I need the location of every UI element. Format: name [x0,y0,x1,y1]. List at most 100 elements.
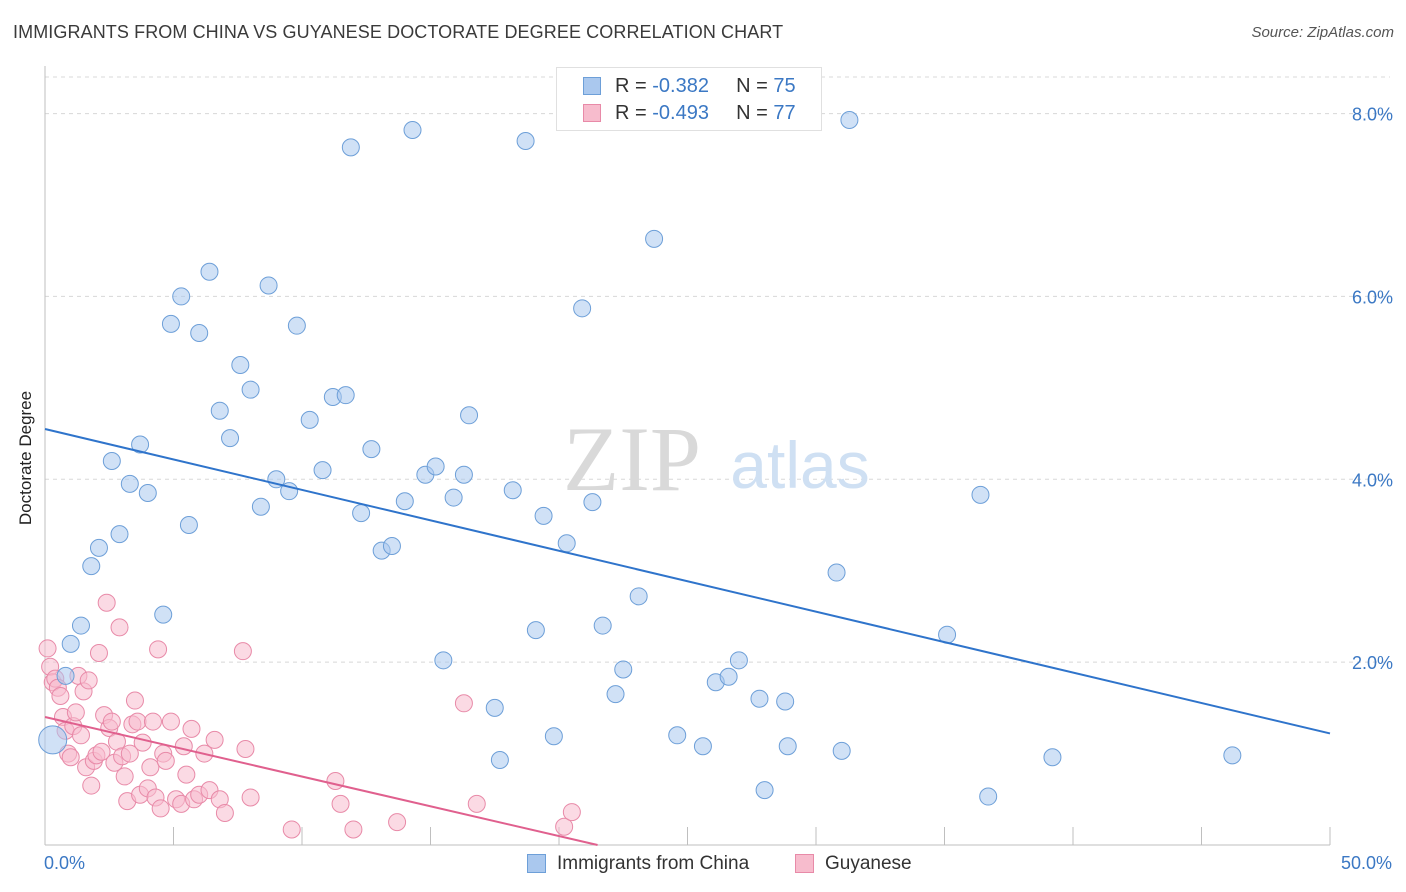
n-value: 75 [773,75,796,97]
guyanese-point [82,776,101,795]
china-point [82,557,101,576]
guyanese-point [61,748,80,767]
china-swatch [583,77,601,95]
china-point [300,410,319,429]
legend-row-china: R = -0.382 N = 75 [557,73,821,101]
china-point [454,465,473,484]
x-axis-min-label: 0.0% [44,853,86,873]
china-point [138,484,157,502]
china-point [832,741,851,760]
r-label: R = [615,102,653,124]
watermark-zip: ZIP [563,408,701,510]
china-point [729,651,748,670]
china-point [668,726,687,745]
guyanese-point [182,719,201,738]
china-point [979,787,998,806]
x-axis-max-label: 50.0% [1340,853,1392,873]
china-point [131,435,150,454]
y-tick-labels: 2.0% 4.0% 6.0% 8.0% [1352,105,1393,674]
china-point [534,506,553,525]
china-point [719,667,738,686]
guyanese-point [151,799,170,818]
chart-title: IMMIGRANTS FROM CHINA VS GUYANESE DOCTOR… [13,22,784,42]
trend-lines [44,428,1331,846]
china-point [645,229,664,248]
china-point [693,737,712,756]
china-point [221,429,240,448]
china-point [110,525,129,544]
china-point [395,492,414,511]
china-point [1043,748,1062,767]
china-point [38,725,68,755]
guyanese-point [110,618,129,637]
guyanese-point [125,691,144,710]
guyanese-point [177,765,196,784]
guyanese-point [388,813,407,832]
guyanese-point [141,758,160,777]
watermark: ZIP atlas [563,408,870,510]
china-point [460,406,479,425]
guyanese-point [89,644,108,662]
china-point [1223,746,1242,765]
n-label: N = [736,75,774,97]
china-point [120,474,139,493]
china-point [352,504,371,523]
china-point [287,316,306,335]
china-point [172,287,191,306]
china-point [629,587,648,606]
china-point [593,616,612,635]
legend-row-guyanese: R = -0.493 N = 77 [557,100,821,128]
china-point [382,537,401,556]
y-tick-label: 4.0% [1352,470,1393,490]
y-tick-label: 6.0% [1352,287,1393,307]
china-trend-line [44,428,1331,735]
guyanese-point [205,730,224,749]
china-point [827,563,846,582]
guyanese-point [467,794,486,813]
guyanese-point [115,767,134,786]
guyanese-point [331,794,350,813]
guyanese-point [555,817,574,836]
china-point [313,461,332,480]
guyanese-point [174,737,193,756]
guyanese-point [51,686,70,705]
guyanese-point [454,694,473,713]
china-point [341,138,360,157]
china-point [89,538,108,557]
china-point [544,727,563,746]
n-label: N = [736,102,774,124]
watermark-atlas: atlas [730,428,869,502]
guyanese-trend-line [44,716,598,846]
guyanese-point [344,820,363,839]
series-legend: Immigrants from China Guyanese [0,851,1406,879]
china-point [526,621,545,640]
r-value: -0.493 [652,102,709,124]
correlation-legend: R = -0.382 N = 75 R = -0.493 N = 77 [556,67,822,131]
china-point [251,497,270,516]
china-point [161,314,180,333]
legend-label-guyanese: Guyanese [825,853,912,874]
legend-label-china: Immigrants from China [557,853,750,874]
china-point [190,324,209,342]
y-tick-label: 8.0% [1352,105,1393,125]
china-point [503,481,522,500]
china-point [200,262,219,281]
china-point [750,689,769,708]
guyanese-point [66,703,85,722]
guyanese-point [233,642,252,661]
guyanese-point [79,671,98,690]
guyanese-point [97,593,116,612]
china-point [485,698,504,717]
china-point [241,380,260,399]
china-point [776,692,795,711]
guyanese-point [92,742,111,761]
guyanese-point [156,751,175,770]
china-point [71,616,90,635]
china-point [336,386,355,405]
source-credit: Source: ZipAtlas.com [1251,24,1394,41]
guyanese-point [282,820,301,839]
r-label: R = [615,75,653,97]
guyanese-point [71,726,90,745]
china-point [102,452,121,470]
